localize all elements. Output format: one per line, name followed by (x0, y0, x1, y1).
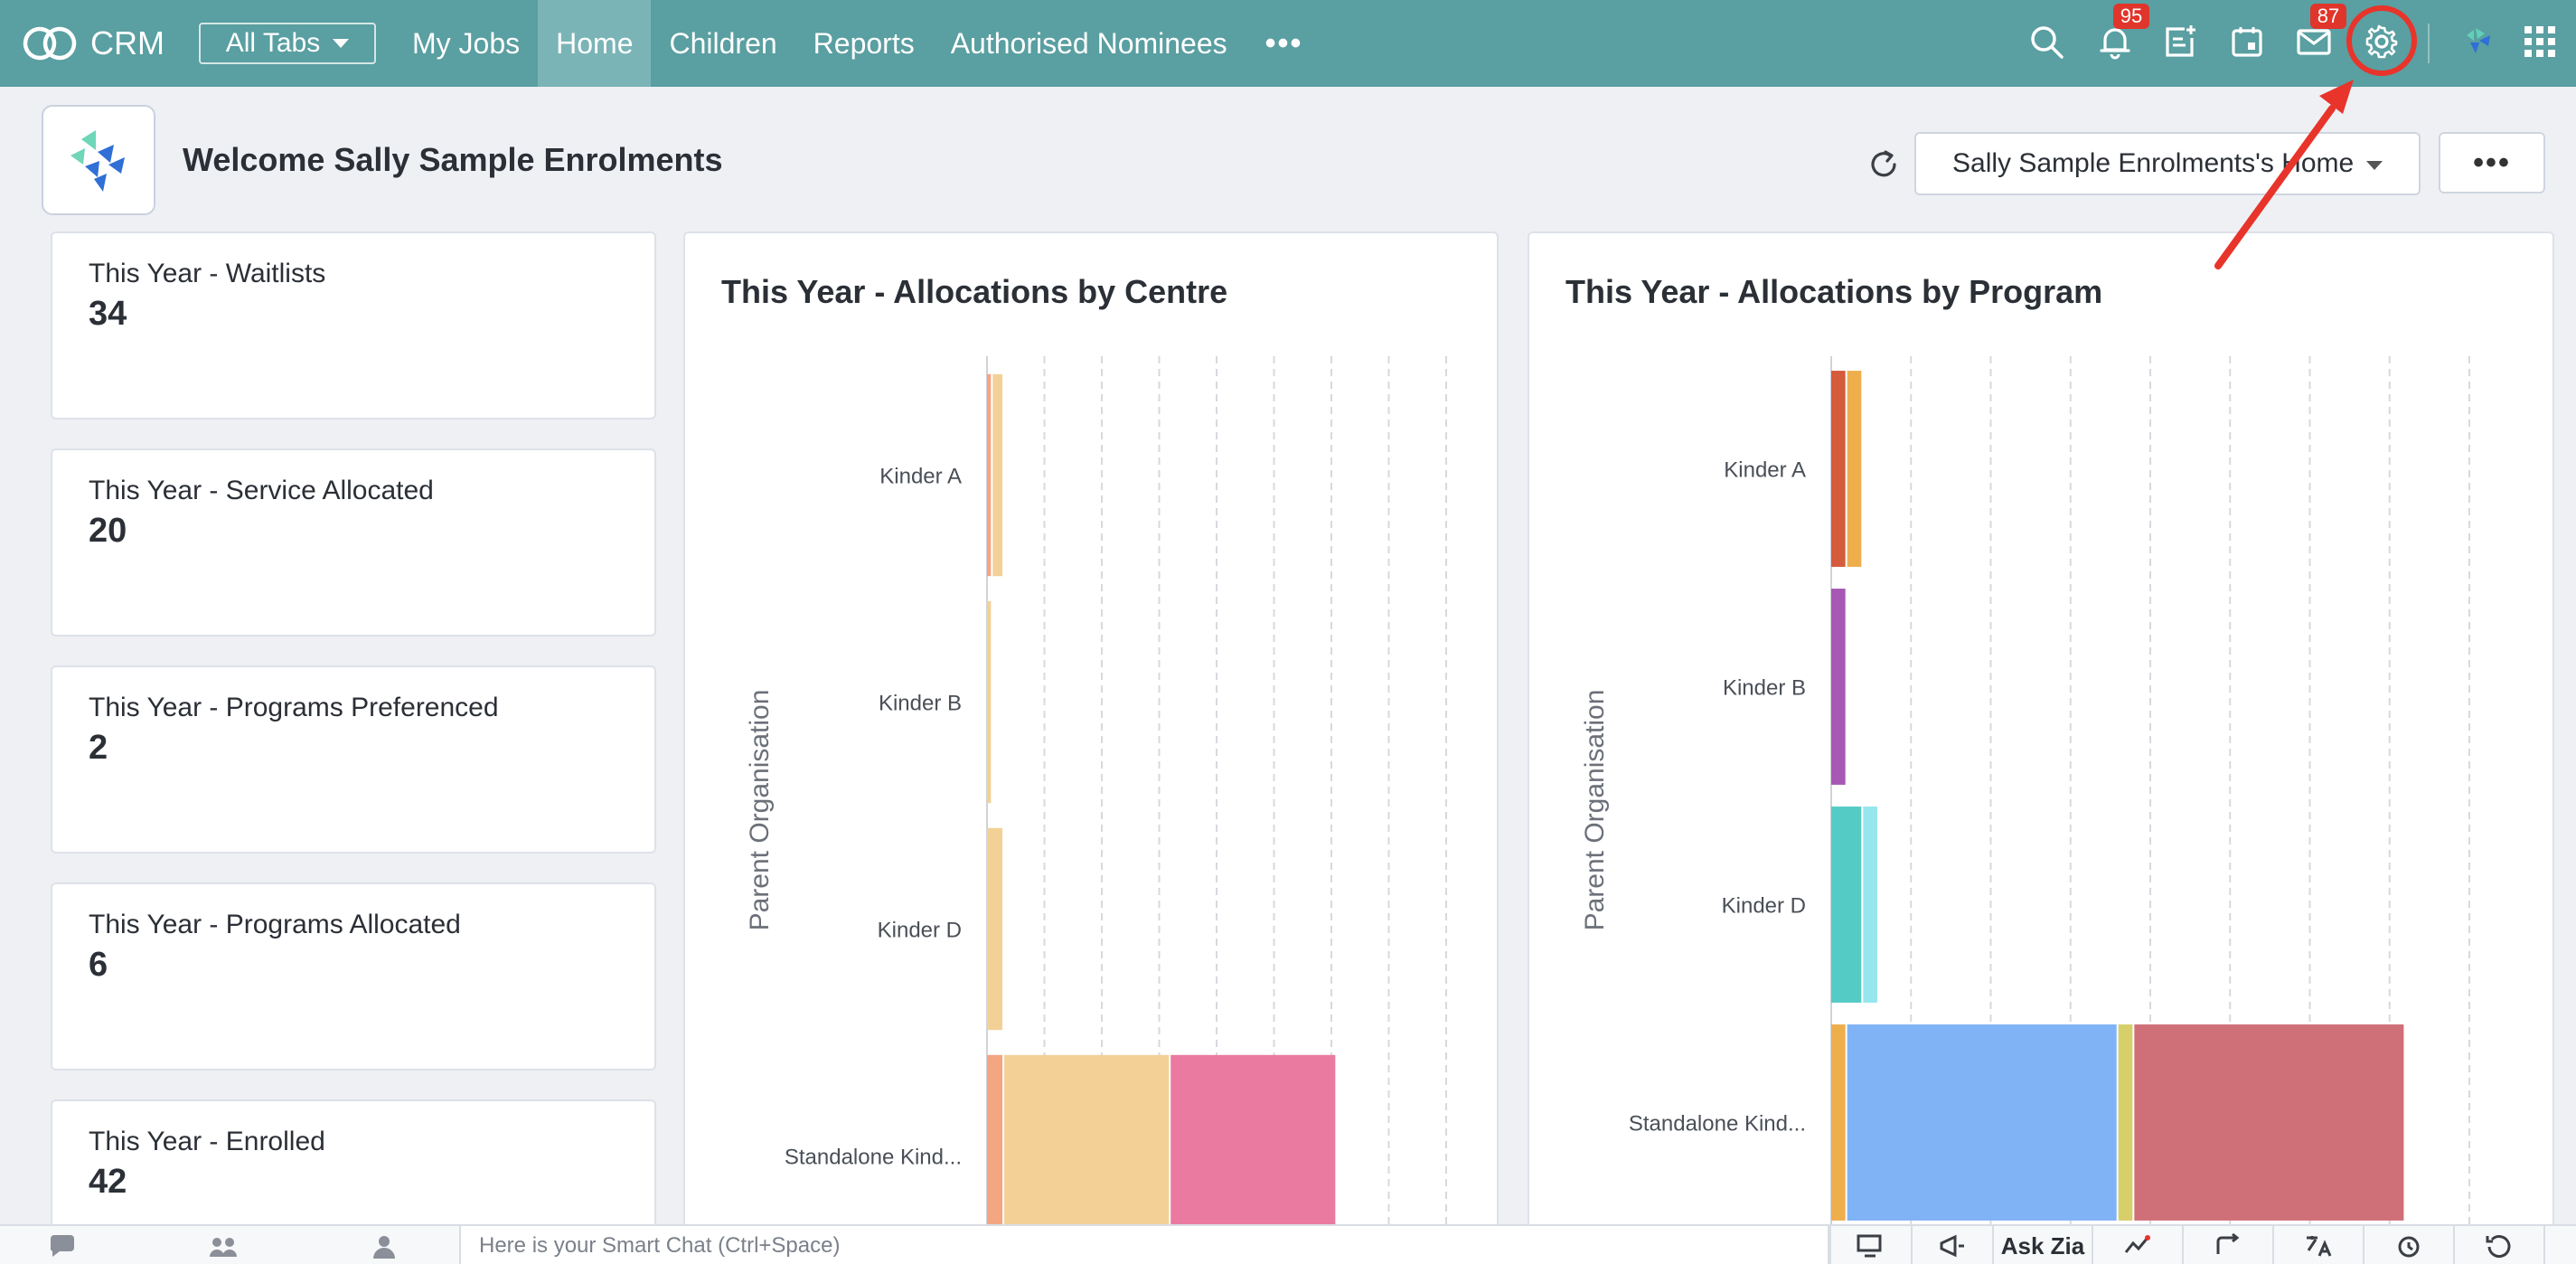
page-title: Welcome Sally Sample Enrolments (183, 141, 723, 178)
mail-badge: 87 (2310, 4, 2346, 29)
mail-button[interactable]: 87 (2292, 4, 2346, 63)
bar-segment[interactable] (1170, 1054, 1336, 1228)
kpi-value: 2 (89, 729, 108, 767)
expand-icon[interactable] (2543, 1226, 2576, 1264)
routing-icon[interactable] (2182, 1226, 2272, 1264)
kpi-label: This Year - Waitlists (89, 259, 326, 288)
smart-chat-input[interactable]: Here is your Smart Chat (Ctrl+Space) (459, 1226, 1829, 1264)
bar-segment[interactable] (2134, 1024, 2404, 1221)
search-icon[interactable] (2025, 20, 2068, 63)
chart-panel-allocations-by-centre: This Year - Allocations by Centre Kinder… (683, 231, 1499, 1264)
kpi-card-waitlists[interactable]: This Year - Waitlists 34 (51, 231, 656, 420)
bar-segment[interactable] (1831, 807, 1862, 1003)
chart-allocations-by-centre: Kinder A Kinder B Kinder D Standalone Kind.… (745, 356, 1447, 1228)
channels-icon[interactable] (208, 1233, 239, 1260)
kpi-card-service-allocated[interactable]: This Year - Service Allocated 20 (51, 448, 656, 637)
announcement-icon[interactable] (1911, 1226, 1992, 1264)
bottom-bar: Here is your Smart Chat (Ctrl+Space) Ask… (0, 1224, 2576, 1264)
home-view-selector[interactable]: Sally Sample Enrolments's Home (1914, 132, 2421, 195)
kpi-label: This Year - Programs Allocated (89, 910, 461, 939)
history-icon[interactable] (2453, 1226, 2543, 1264)
tab-authorised-nominees[interactable]: Authorised Nominees (950, 26, 1227, 60)
bar-segment[interactable] (1847, 1024, 2117, 1221)
category-label: Standalone Kind... (785, 1146, 962, 1170)
divider (2428, 24, 2430, 63)
kpi-value: 6 (89, 946, 108, 984)
all-tabs-label: All Tabs (225, 28, 321, 58)
y-axis-title: Parent Organisation (745, 690, 775, 931)
smart-chat-placeholder: Here is your Smart Chat (Ctrl+Space) (479, 1233, 841, 1258)
kpi-label: This Year - Service Allocated (89, 476, 434, 505)
y-axis-title: Parent Organisation (1580, 690, 1610, 931)
bar-segment[interactable] (2118, 1024, 2133, 1221)
ask-zia-label: Ask Zia (2000, 1231, 2085, 1259)
bar-segment[interactable] (987, 600, 992, 804)
crm-logo-icon (23, 26, 77, 61)
category-label: Kinder B (1723, 676, 1806, 701)
org-logo (42, 105, 155, 215)
chat-icon[interactable] (47, 1233, 78, 1260)
add-note-icon[interactable] (2158, 20, 2202, 63)
bar-segment[interactable] (987, 373, 992, 577)
bar-segment[interactable] (1847, 371, 1862, 567)
kpi-value: 20 (89, 512, 127, 550)
chart-allocations-by-program: Kinder A Kinder B Kinder D Standalone Kind.… (1580, 356, 2470, 1228)
kpi-label: This Year - Enrolled (89, 1127, 325, 1156)
category-label: Standalone Kind... (1629, 1112, 1806, 1137)
translate-icon[interactable] (2272, 1226, 2363, 1264)
bar-segment[interactable] (1831, 589, 1846, 785)
ask-zia-button[interactable]: Ask Zia (1992, 1226, 2092, 1264)
tab-reports[interactable]: Reports (813, 26, 915, 60)
kpi-card-programs-preferenced[interactable]: This Year - Programs Preferenced 2 (51, 665, 656, 854)
chart-panel-allocations-by-program: This Year - Allocations by Program Kinde… (1528, 231, 2554, 1264)
category-label: Kinder A (879, 465, 962, 489)
chevron-down-icon (2366, 161, 2383, 170)
notifications-button[interactable]: 95 (2093, 4, 2149, 63)
category-label: Kinder A (1724, 458, 1806, 483)
chart-title: This Year - Allocations by Centre (721, 273, 1228, 310)
category-label: Kinder D (878, 919, 962, 943)
notifications-badge: 95 (2113, 4, 2149, 29)
contacts-icon[interactable] (369, 1233, 400, 1260)
app-name: CRM (90, 24, 165, 61)
home-view-label: Sally Sample Enrolments's Home (1952, 148, 2355, 178)
bar-segment[interactable] (987, 1054, 1003, 1228)
all-tabs-dropdown[interactable]: All Tabs (198, 23, 376, 64)
bar-segment[interactable] (992, 373, 1003, 577)
kpi-value: 34 (89, 295, 127, 333)
category-label: Kinder D (1722, 894, 1806, 919)
tab-children[interactable]: Children (669, 26, 777, 60)
kpi-value: 42 (89, 1163, 127, 1201)
alarm-icon[interactable] (2363, 1226, 2453, 1264)
kpi-card-programs-allocated[interactable]: This Year - Programs Allocated 6 (51, 882, 656, 1071)
bar-segment[interactable] (1863, 807, 1877, 1003)
chevron-down-icon (333, 39, 350, 48)
nav-more-button[interactable]: ••• (1264, 25, 1303, 61)
apps-grid-icon[interactable] (2518, 20, 2562, 63)
nav-tabs: My Jobs Home Children Reports Authorised Nom… (394, 0, 1246, 87)
tab-my-jobs[interactable]: My Jobs (411, 26, 521, 60)
tab-home[interactable]: Home (538, 0, 652, 87)
calendar-icon[interactable] (2225, 20, 2269, 63)
bar-segment[interactable] (987, 827, 1003, 1031)
refresh-icon[interactable] (1864, 145, 1904, 184)
screen-share-icon[interactable] (1829, 1226, 1911, 1264)
category-label: Kinder B (879, 692, 962, 716)
kpi-label: This Year - Programs Preferenced (89, 693, 499, 722)
org-logo-icon (71, 130, 125, 192)
crm-logo[interactable]: CRM (22, 0, 165, 87)
chart-title: This Year - Allocations by Program (1565, 273, 2103, 310)
bar-segment[interactable] (1004, 1054, 1170, 1228)
bell-icon (2100, 28, 2130, 60)
bar-segment[interactable] (1831, 1024, 1846, 1221)
header-more-button[interactable]: ••• (2439, 132, 2545, 193)
gear-highlight-circle (2346, 5, 2417, 76)
bar-segment[interactable] (1831, 371, 1846, 567)
zia-icon[interactable] (2457, 20, 2500, 63)
analytics-icon[interactable] (2092, 1226, 2182, 1264)
mail-icon (2297, 29, 2331, 55)
